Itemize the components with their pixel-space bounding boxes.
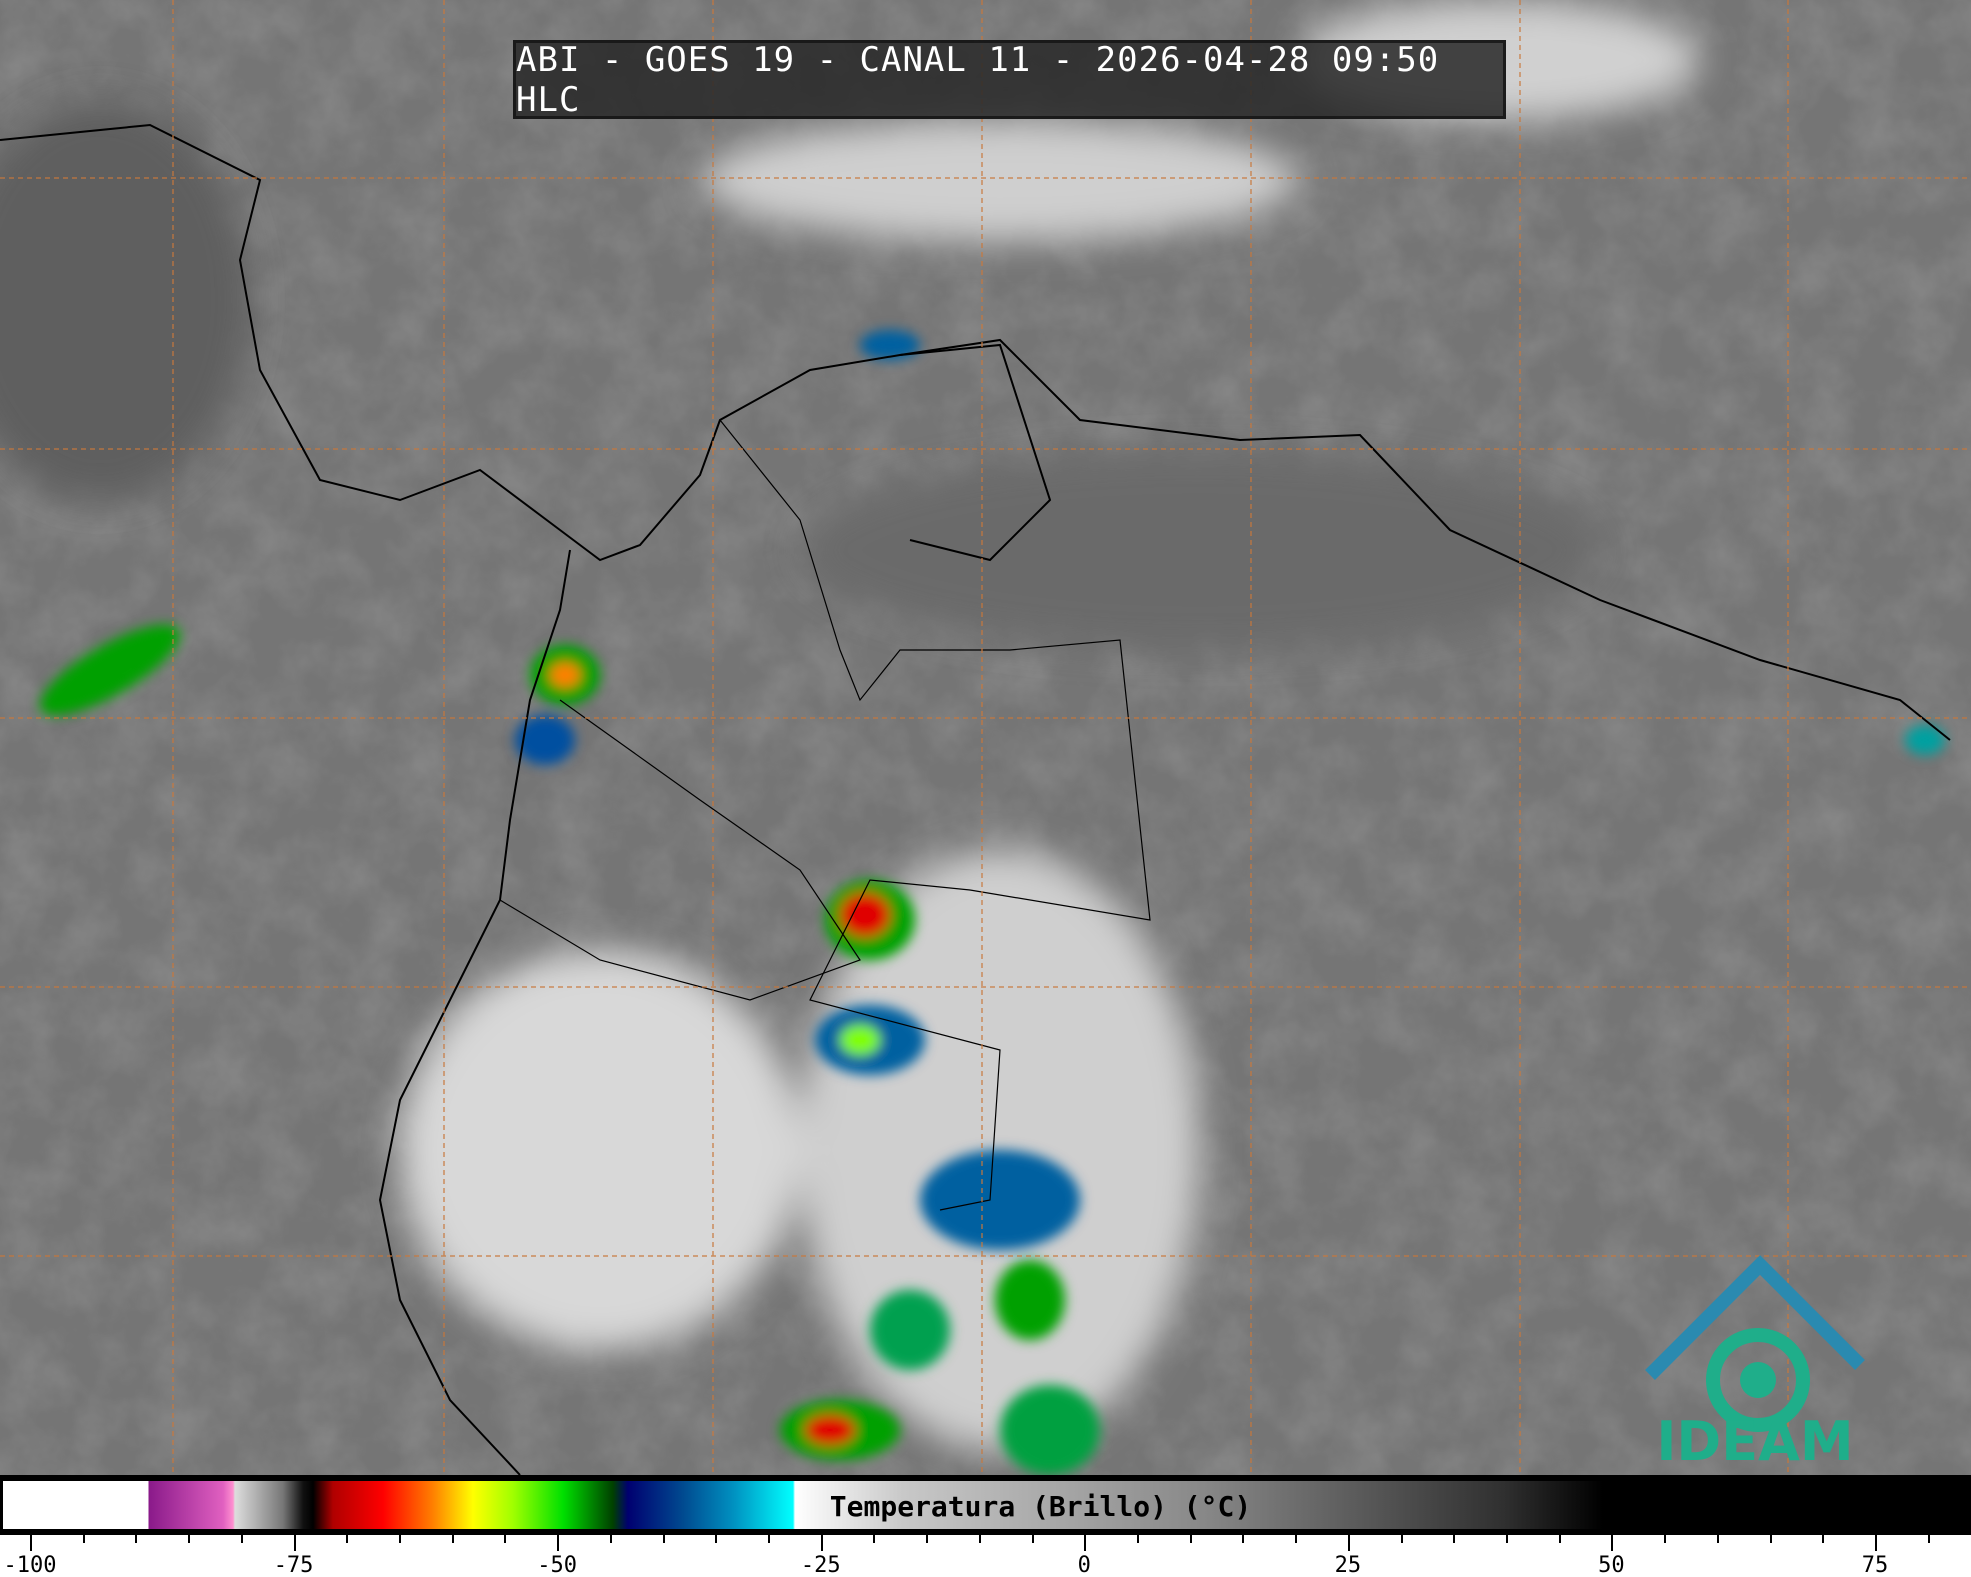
satellite-map	[0, 0, 1971, 1475]
colorbar-tick-label: 0	[1077, 1553, 1091, 1577]
colorbar-tick	[768, 1535, 770, 1543]
colorbar-tick	[1664, 1535, 1667, 1543]
colorbar-tick	[978, 1535, 981, 1543]
colorbar-axis: -100 -75 -50 -25 0 25 50 75	[0, 1535, 1971, 1577]
colorbar-tick	[1506, 1535, 1508, 1543]
colorbar-label: Temperatura (Brillo) (°C)	[829, 1490, 1252, 1523]
colorbar-tick-label: -100	[3, 1553, 57, 1577]
colorbar-tick	[135, 1535, 138, 1543]
colorbar-tick	[1822, 1535, 1825, 1543]
colorbar-tick	[451, 1535, 454, 1543]
colorbar-tick-label: -25	[800, 1553, 841, 1577]
colorbar-tick	[662, 1535, 665, 1543]
colorbar-tick	[1400, 1535, 1403, 1543]
colorbar-tick	[926, 1535, 929, 1543]
colorbar-tick-label: 50	[1598, 1553, 1625, 1577]
colorbar-tick-label: -50	[537, 1553, 578, 1577]
colorbar-tick	[873, 1535, 876, 1543]
colorbar-tick	[1611, 1535, 1614, 1551]
colorbar-tick	[1242, 1535, 1245, 1543]
colorbar-tick	[557, 1535, 560, 1551]
colorbar-tick	[1453, 1535, 1456, 1543]
colorbar-tick	[1347, 1535, 1350, 1551]
colorbar-tick	[504, 1535, 507, 1543]
colorbar-tick	[1295, 1535, 1298, 1543]
colorbar-tick	[1137, 1535, 1139, 1543]
colorbar-tick	[346, 1535, 349, 1543]
colorbar-tick-label: -75	[273, 1553, 314, 1577]
colorbar-tick	[82, 1535, 85, 1543]
colorbar-tick	[1031, 1535, 1034, 1543]
image-title: ABI - GOES 19 - CANAL 11 - 2026-04-28 09…	[513, 40, 1506, 120]
colorbar-tick	[188, 1535, 191, 1543]
colorbar	[0, 1475, 1971, 1535]
colorbar-tick	[1558, 1535, 1561, 1543]
borders	[499, 419, 1151, 1211]
colorbar-tick	[240, 1535, 243, 1543]
colorbar-tick	[1927, 1535, 1930, 1543]
colorbar-tick	[1875, 1535, 1877, 1551]
coastlines	[0, 123, 1951, 1475]
lat-lon-grid	[0, 0, 1971, 1475]
colorbar-tick	[1716, 1535, 1719, 1543]
svg-text:IDEAM: IDEAM	[1656, 1410, 1853, 1470]
colorbar-tick	[1769, 1535, 1772, 1543]
colorbar-tick	[1189, 1535, 1192, 1543]
colorbar-tick	[820, 1535, 823, 1551]
colorbar-tick	[1084, 1535, 1087, 1551]
colorbar-tick	[30, 1535, 32, 1551]
colorbar-tick	[293, 1535, 296, 1551]
colorbar-tick	[715, 1535, 718, 1543]
colorbar-gradient	[3, 1481, 1968, 1529]
ideam-logo: IDEAM	[1645, 1255, 1865, 1470]
colorbar-tick-label: 75	[1861, 1553, 1889, 1577]
colorbar-tick	[609, 1535, 612, 1543]
convective-cells	[39, 330, 1945, 1475]
colorbar-tick-label: 25	[1334, 1553, 1362, 1577]
colorbar-tick	[399, 1535, 401, 1543]
